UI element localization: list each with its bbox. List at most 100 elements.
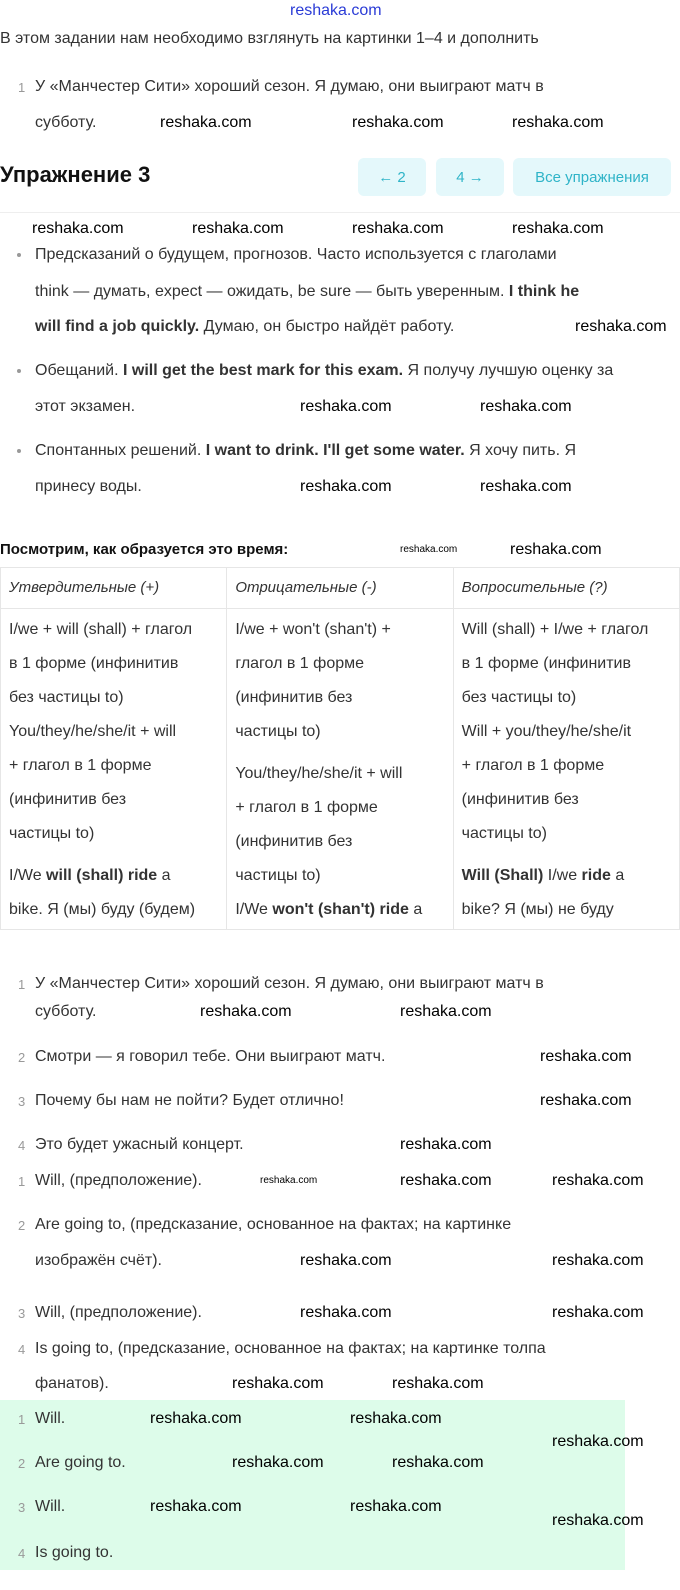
- table-header: Отрицательные (-): [226, 567, 454, 609]
- example: I want to drink. I'll get some water.: [205, 442, 465, 459]
- item-number: 4: [18, 1342, 26, 1357]
- watermark: reshaka.com: [540, 1048, 632, 1065]
- watermark: reshaka.com: [552, 1172, 644, 1189]
- item-number: 4: [18, 1546, 26, 1561]
- answer-box: [0, 1400, 625, 1570]
- cell-line: частицы to): [461, 825, 547, 842]
- cell-line: bike. Я (мы) буду (будем): [9, 901, 196, 918]
- watermark: reshaka.com: [480, 398, 572, 415]
- cell-line: частицы to): [9, 825, 95, 842]
- divider: [0, 212, 680, 213]
- watermark: reshaka.com: [192, 220, 284, 237]
- watermark: reshaka.com: [260, 1175, 318, 1186]
- cell-line: глагол в 1 форме: [235, 655, 365, 672]
- table-cell: Will (shall) + I/we + глагол в 1 форме (…: [452, 608, 680, 930]
- watermark: reshaka.com: [400, 1172, 492, 1189]
- prev-exercise-button[interactable]: ← 2: [358, 158, 426, 196]
- bullet-text: принесу воды.: [35, 478, 142, 495]
- text: Я хочу пить. Я: [464, 442, 577, 459]
- watermark: reshaka.com: [512, 220, 604, 237]
- bullet-text: will find a job quickly. Думаю, он быстр…: [35, 318, 454, 336]
- watermark: reshaka.com: [512, 114, 604, 131]
- watermark: reshaka.com: [300, 1304, 392, 1321]
- watermark: reshaka.com: [392, 1375, 484, 1392]
- watermark: reshaka.com: [150, 1498, 242, 1515]
- example: I will get the best mark for this exam.: [123, 362, 404, 379]
- bullet-text: Обещаний. I will get the best mark for t…: [35, 362, 613, 380]
- item-number: 3: [18, 1500, 26, 1515]
- watermark: reshaka.com: [400, 1136, 492, 1153]
- example: will find a job quickly.: [35, 318, 200, 335]
- cell-line: I/we + won't (shan't) +: [235, 621, 391, 638]
- next-exercise-button[interactable]: 4 →: [436, 158, 504, 196]
- example: ride: [581, 867, 611, 884]
- example: I think he: [508, 283, 580, 300]
- tense-table: Утвердительные (+) Отрицательные (-) Воп…: [0, 567, 680, 930]
- watermark: reshaka.com: [400, 1003, 492, 1020]
- watermark: reshaka.com: [575, 318, 667, 335]
- table-header: Утвердительные (+): [0, 567, 228, 609]
- text: I/We: [235, 901, 273, 918]
- cell-line: (инфинитив без: [235, 833, 353, 850]
- watermark: reshaka.com: [150, 1410, 242, 1427]
- watermark: reshaka.com: [232, 1375, 324, 1392]
- item-text: Смотри — я говорил тебе. Они выиграют ма…: [35, 1048, 386, 1065]
- spacer: [235, 749, 444, 757]
- item-text: фанатов).: [35, 1375, 109, 1392]
- cell-line: You/they/he/she/it + will: [9, 723, 177, 740]
- item-text: изображён счёт).: [35, 1252, 162, 1269]
- watermark: reshaka.com: [300, 1252, 392, 1269]
- table-cell: I/we + won't (shan't) + глагол в 1 форме…: [226, 608, 454, 930]
- watermark: reshaka.com: [32, 220, 124, 237]
- table-header: Вопросительные (?): [452, 567, 680, 609]
- item-number: 3: [18, 1094, 26, 1109]
- item-number: 4: [18, 1138, 26, 1153]
- item-text: У «Манчестер Сити» хороший сезон. Я дума…: [35, 78, 544, 95]
- watermark: reshaka.com: [392, 1454, 484, 1471]
- watermark: reshaka.com: [552, 1433, 644, 1450]
- item-text: Will, (предположение).: [35, 1304, 202, 1321]
- watermark: reshaka.com: [510, 541, 602, 558]
- bullet-text: Спонтанных решений. I want to drink. I'l…: [35, 442, 576, 460]
- item-number: 1: [18, 977, 26, 992]
- example: won't (shan't) ride: [272, 901, 409, 918]
- watermark: reshaka.com: [480, 478, 572, 495]
- bullet-text: этот экзамен.: [35, 398, 136, 415]
- example: will (shall) ride: [46, 867, 158, 884]
- table-cell: I/we + will (shall) + глагол в 1 форме (…: [0, 608, 228, 930]
- cell-line: + глагол в 1 форме: [235, 799, 378, 816]
- text: Спонтанных решений.: [35, 442, 206, 459]
- text: I/We: [9, 867, 47, 884]
- item-text: Is going to, (предсказание, основанное н…: [35, 1340, 546, 1357]
- all-exercises-button[interactable]: Все упражнения: [513, 158, 671, 196]
- answer-text: Will.: [35, 1498, 66, 1515]
- text: Обещаний.: [35, 362, 123, 379]
- item-number: 2: [18, 1456, 26, 1471]
- cell-line: You/they/he/she/it + will: [235, 765, 403, 782]
- cell-line: Will (Shall) I/we ride a: [462, 859, 671, 893]
- item-number: 2: [18, 1218, 26, 1233]
- text: Я получу лучшую оценку за: [403, 362, 614, 379]
- watermark: reshaka.com: [552, 1252, 644, 1269]
- item-number: 1: [18, 1412, 26, 1427]
- cell-line: без частицы to): [461, 689, 577, 706]
- text: Думаю, он быстро найдёт работу.: [199, 318, 455, 335]
- cell-line: I/We won't (shan't) ride a: [235, 893, 444, 927]
- cell-line: в 1 форме (инфинитив: [9, 655, 179, 672]
- item-number: 1: [18, 1174, 26, 1189]
- watermark: reshaka.com: [290, 2, 382, 19]
- cell-line: bike? Я (мы) не буду: [461, 901, 614, 918]
- watermark: reshaka.com: [552, 1304, 644, 1321]
- item-text: Это будет ужасный концерт.: [35, 1136, 244, 1153]
- cell-line: частицы to): [235, 723, 321, 740]
- watermark: reshaka.com: [350, 1498, 442, 1515]
- watermark: reshaka.com: [200, 1003, 292, 1020]
- cell-line: частицы to): [235, 867, 321, 884]
- cell-line: без частицы to): [9, 689, 124, 706]
- example: Will (Shall): [461, 867, 544, 884]
- watermark: reshaka.com: [300, 398, 392, 415]
- cell-line: Will + you/they/he/she/it: [461, 723, 632, 740]
- page-title: Упражнение 3: [0, 162, 151, 187]
- item-number: 2: [18, 1050, 26, 1065]
- watermark: reshaka.com: [540, 1092, 632, 1109]
